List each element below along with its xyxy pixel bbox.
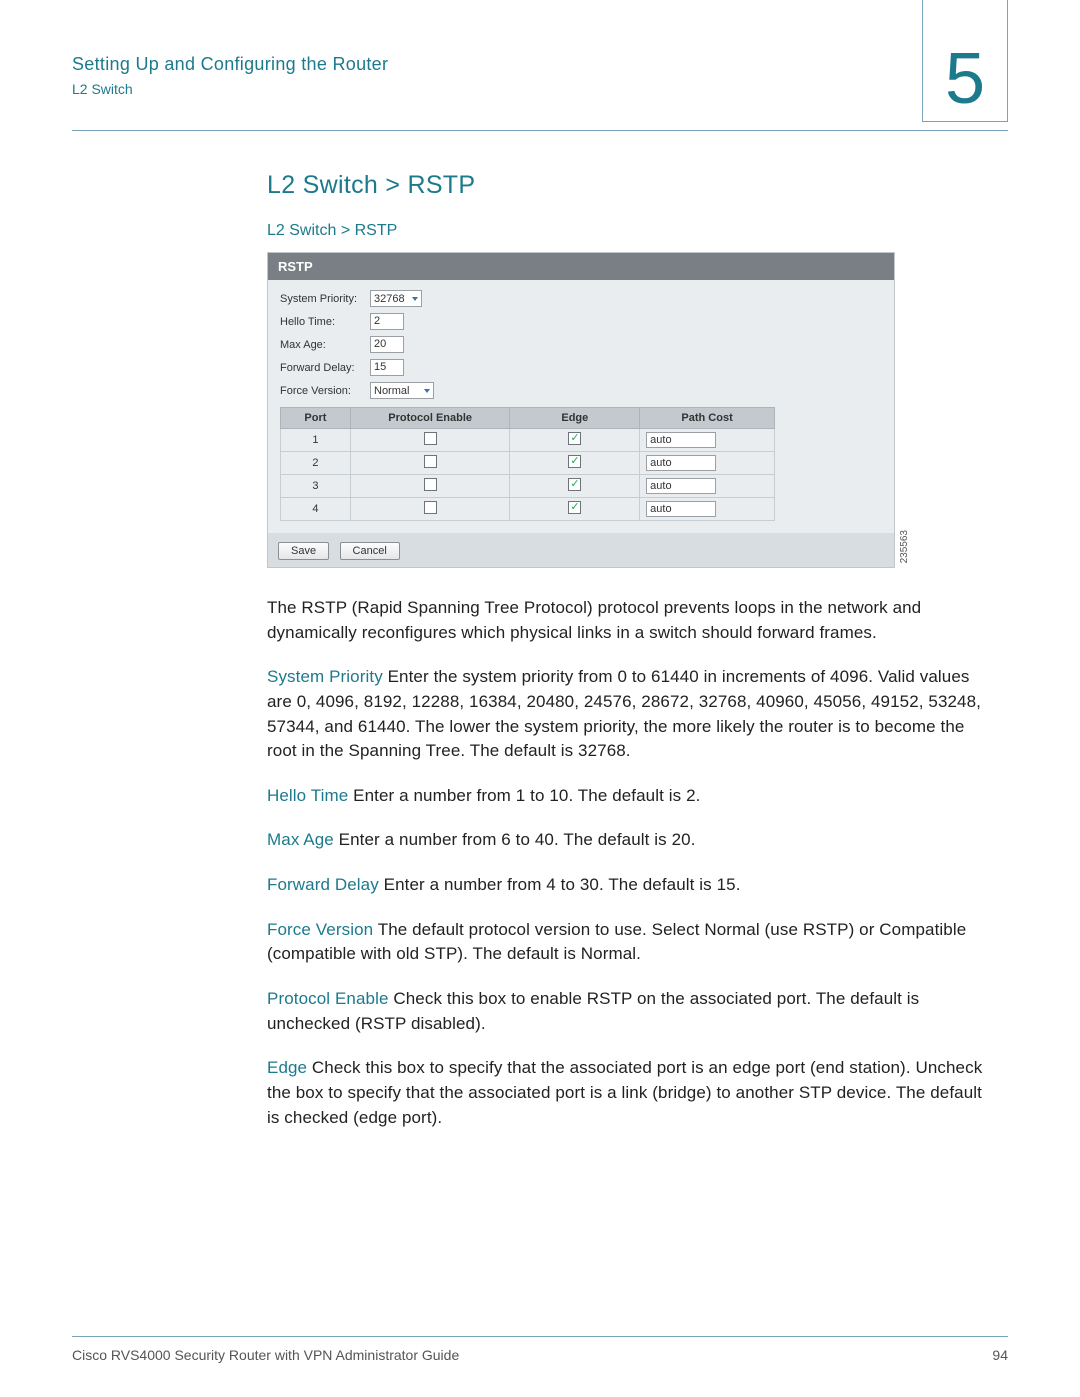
forward-delay-term: Forward Delay xyxy=(267,875,379,894)
col-protocol-enable: Protocol Enable xyxy=(350,408,510,429)
path-cost-input[interactable]: auto xyxy=(646,432,716,448)
port-cell: 1 xyxy=(281,429,351,452)
force-version-select[interactable]: Normal xyxy=(370,382,434,399)
chapter-number: 5 xyxy=(945,43,985,115)
path-cost-input[interactable]: auto xyxy=(646,501,716,517)
protocol-enable-checkbox[interactable] xyxy=(424,432,437,445)
system-priority-paragraph: System Priority Enter the system priorit… xyxy=(267,665,987,764)
protocol-enable-paragraph: Protocol Enable Check this box to enable… xyxy=(267,987,987,1036)
force-version-paragraph: Force Version The default protocol versi… xyxy=(267,918,987,967)
hello-time-paragraph: Hello Time Enter a number from 1 to 10. … xyxy=(267,784,987,809)
port-cell: 2 xyxy=(281,452,351,475)
image-id: 235563 xyxy=(899,530,910,563)
system-priority-label: System Priority: xyxy=(280,293,370,305)
protocol-enable-term: Protocol Enable xyxy=(267,989,389,1008)
save-button[interactable]: Save xyxy=(278,542,329,560)
max-age-input[interactable]: 20 xyxy=(370,336,404,353)
edge-checkbox[interactable] xyxy=(568,432,581,445)
hello-time-input[interactable]: 2 xyxy=(370,313,404,330)
col-edge: Edge xyxy=(510,408,640,429)
chapter-frame: 5 xyxy=(922,0,1008,122)
section-heading: L2 Switch > RSTP xyxy=(267,171,987,200)
forward-delay-paragraph: Forward Delay Enter a number from 4 to 3… xyxy=(267,873,987,898)
system-priority-select[interactable]: 32768 xyxy=(370,290,422,307)
page-footer: Cisco RVS4000 Security Router with VPN A… xyxy=(72,1336,1008,1363)
force-version-term: Force Version xyxy=(267,920,373,939)
protocol-enable-checkbox[interactable] xyxy=(424,455,437,468)
path-cost-input[interactable]: auto xyxy=(646,478,716,494)
force-version-label: Force Version: xyxy=(280,385,370,397)
cancel-button[interactable]: Cancel xyxy=(340,542,400,560)
port-cell: 4 xyxy=(281,498,351,521)
intro-paragraph: The RSTP (Rapid Spanning Tree Protocol) … xyxy=(267,596,987,645)
forward-delay-label: Forward Delay: xyxy=(280,362,370,374)
table-row: 1 auto xyxy=(281,429,775,452)
port-cell: 3 xyxy=(281,475,351,498)
table-row: 4 auto xyxy=(281,498,775,521)
footer-page-number: 94 xyxy=(992,1347,1008,1363)
system-priority-term: System Priority xyxy=(267,667,383,686)
page-header: Setting Up and Configuring the Router L2… xyxy=(72,54,1008,131)
col-port: Port xyxy=(281,408,351,429)
col-path-cost: Path Cost xyxy=(640,408,775,429)
protocol-enable-checkbox[interactable] xyxy=(424,478,437,491)
edge-paragraph: Edge Check this box to specify that the … xyxy=(267,1056,987,1130)
edge-checkbox[interactable] xyxy=(568,455,581,468)
max-age-paragraph: Max Age Enter a number from 6 to 40. The… xyxy=(267,828,987,853)
path-cost-input[interactable]: auto xyxy=(646,455,716,471)
forward-delay-input[interactable]: 15 xyxy=(370,359,404,376)
figure-caption: L2 Switch > RSTP xyxy=(267,222,987,240)
edge-checkbox[interactable] xyxy=(568,478,581,491)
footer-left: Cisco RVS4000 Security Router with VPN A… xyxy=(72,1347,459,1363)
hello-time-term: Hello Time xyxy=(267,786,348,805)
table-row: 3 auto xyxy=(281,475,775,498)
rstp-panel: 235563 RSTP System Priority: 32768 Hello… xyxy=(267,252,895,568)
protocol-enable-checkbox[interactable] xyxy=(424,501,437,514)
max-age-label: Max Age: xyxy=(280,339,370,351)
panel-title: RSTP xyxy=(268,253,894,280)
header-title: Setting Up and Configuring the Router xyxy=(72,54,922,75)
ports-table: Port Protocol Enable Edge Path Cost 1 aut… xyxy=(280,407,775,521)
max-age-term: Max Age xyxy=(267,830,334,849)
table-row: 2 auto xyxy=(281,452,775,475)
edge-term: Edge xyxy=(267,1058,307,1077)
hello-time-label: Hello Time: xyxy=(280,316,370,328)
edge-checkbox[interactable] xyxy=(568,501,581,514)
header-sub: L2 Switch xyxy=(72,81,922,97)
